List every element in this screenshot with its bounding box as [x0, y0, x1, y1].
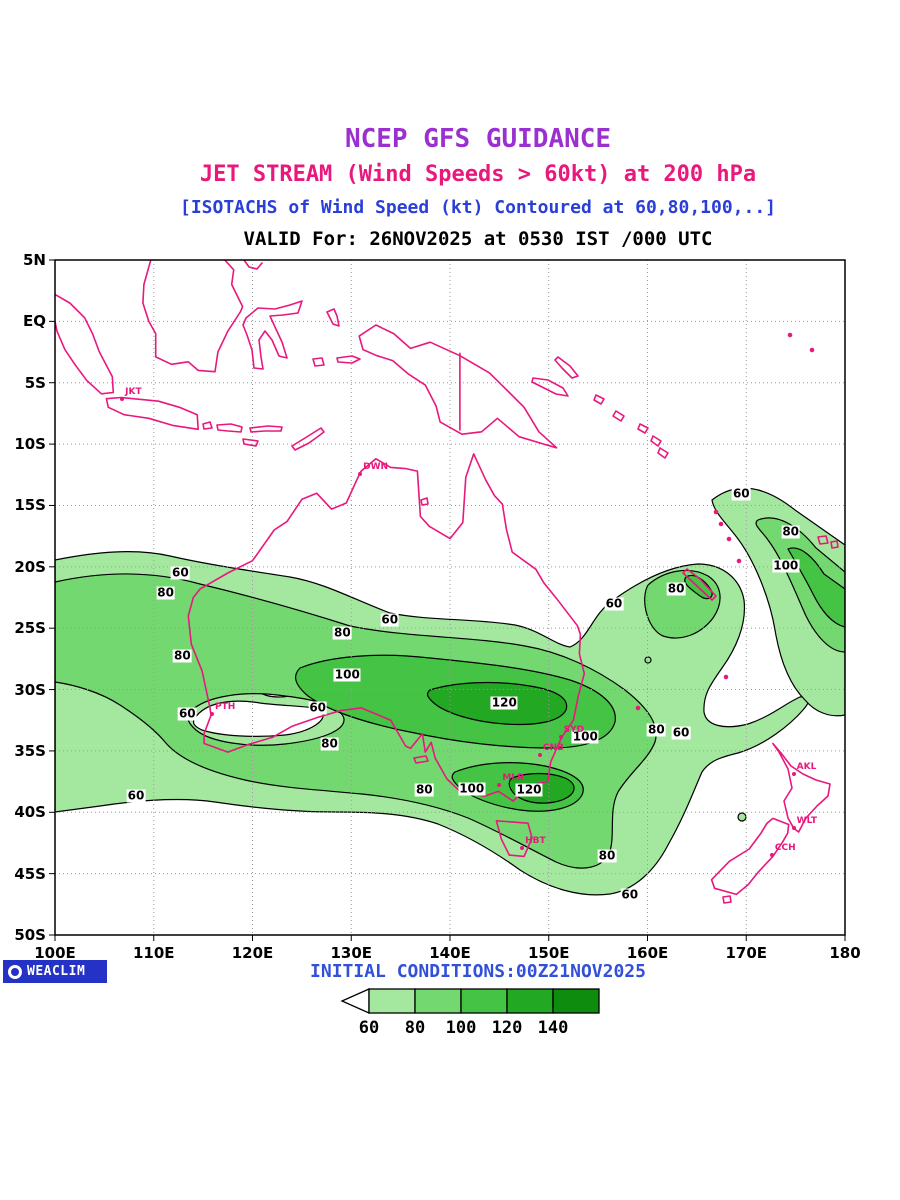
coastline-solomons-5 — [657, 447, 669, 459]
coastline-tasmania — [495, 820, 533, 858]
island-dot-vanuatu-3 — [726, 536, 732, 542]
coastline-nz-south — [710, 817, 790, 896]
coastline-kangaroo-island — [413, 755, 429, 764]
coastline-solomons-2 — [612, 410, 625, 422]
valid-time-line: VALID For: 26NOV2025 at 0530 IST /000 UT… — [243, 228, 713, 250]
coastline-buru — [312, 357, 325, 367]
weaclim-logo: WEACLIM — [3, 960, 107, 983]
island-dot-vanuatu-2 — [718, 521, 724, 527]
coastline-solomons-3 — [637, 423, 649, 434]
coastline-new-guinea — [358, 324, 558, 449]
chart-subtitle: JET STREAM (Wind Speeds > 60kt) at 200 h… — [199, 162, 757, 187]
coastline-new-ireland — [554, 356, 579, 379]
legend-color-box — [368, 988, 416, 1014]
legend-colorbar — [340, 988, 600, 1015]
axis-ticks — [49, 259, 846, 941]
coastline-java — [105, 396, 199, 431]
logo-text: WEACLIM — [27, 964, 86, 979]
legend-below-min-arrow — [340, 988, 370, 1015]
island-dot-pacific-2 — [809, 347, 815, 353]
isotach-speck-1 — [737, 812, 747, 822]
coastline-seram — [336, 355, 361, 364]
coastline-nz-north — [772, 742, 831, 833]
legend-color-box — [460, 988, 508, 1014]
isotach-region-100-ne-band — [787, 547, 845, 628]
legend-color-box — [414, 988, 462, 1014]
coastline-stewart-island — [722, 895, 732, 904]
coastline-solomons-4 — [650, 435, 662, 447]
coastline-new-caledonia — [682, 568, 717, 601]
grid-lines — [55, 260, 845, 935]
legend-color-box — [506, 988, 554, 1014]
coastline-lombok-sumbawa — [216, 423, 243, 433]
coastline-bali — [202, 421, 213, 430]
chart-title: NCEP GFS GUIDANCE — [344, 124, 612, 154]
coastline-groote — [420, 497, 429, 506]
island-dot-vanuatu-1 — [713, 509, 719, 515]
coastline-fiji-2 — [830, 540, 839, 549]
coastline-new-britain — [531, 377, 569, 397]
contour-note: [ISOTACHS of Wind Speed (kt) Contoured a… — [179, 197, 777, 218]
coastline-layer — [55, 260, 839, 904]
coastline-timor — [291, 427, 325, 451]
coastline-sumba — [242, 438, 259, 447]
coastline-fiji-1 — [817, 535, 829, 545]
coastline-sulawesi — [242, 300, 303, 370]
initial-conditions-line: INITIAL CONDITIONS:00Z21NOV2025 — [310, 961, 646, 982]
logo-circle-icon — [8, 964, 22, 979]
coastline-australia — [187, 453, 586, 802]
coastline-flores — [249, 425, 283, 433]
legend-color-box — [552, 988, 600, 1014]
coastline-borneo — [142, 260, 244, 373]
coastline-sumatra — [55, 293, 115, 395]
coastline-halmahera — [326, 308, 340, 327]
coastline-mindanao-clipped — [243, 260, 263, 270]
island-dot-lord-howe — [635, 705, 641, 711]
coastline-solomons-1 — [593, 394, 605, 405]
island-dot-pacific-1 — [787, 332, 793, 338]
plot-border — [54, 259, 846, 936]
island-dot-norfolk — [723, 674, 729, 680]
isotach-fill-layer — [55, 487, 845, 896]
isotach-region-80-ne-band — [755, 517, 845, 653]
island-dot-vanuatu-4 — [736, 558, 742, 564]
